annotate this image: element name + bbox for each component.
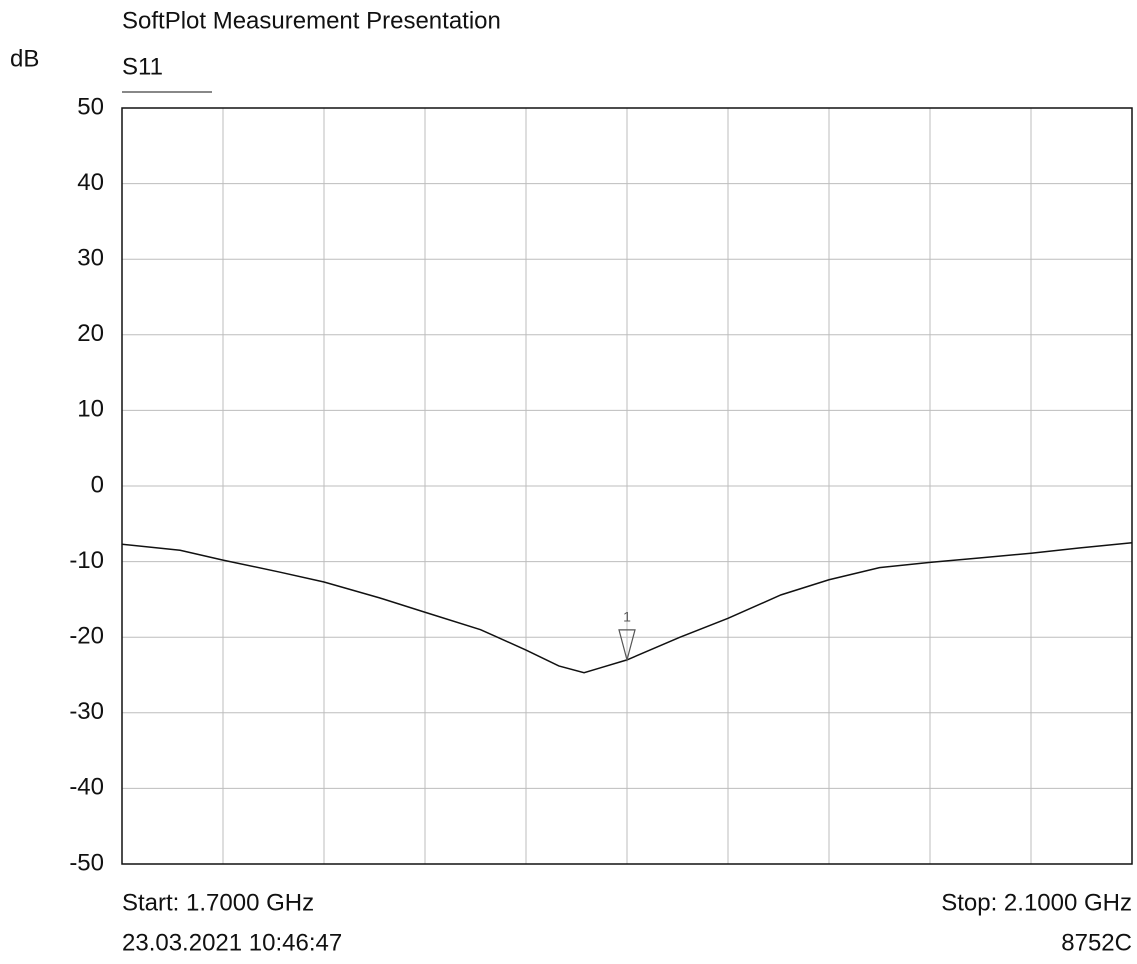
trace-line: [121, 541, 1133, 674]
y-tick-label: -20: [69, 623, 104, 650]
y-tick-label: -50: [69, 849, 104, 876]
marker-label: 1: [623, 609, 631, 625]
marker: [618, 629, 636, 663]
chart-title: SoftPlot Measurement Presentation: [122, 7, 501, 34]
y-tick-label: 0: [91, 471, 104, 498]
plot-frame: [121, 107, 1133, 865]
trace-label: S11: [122, 53, 163, 80]
instrument: 8752C: [1061, 929, 1132, 956]
start-label: Start: 1.7000 GHz: [122, 889, 314, 916]
y-tick-label: -40: [69, 774, 104, 801]
y-tick-label: 30: [77, 245, 104, 272]
y-tick-label: 50: [77, 93, 104, 120]
y-axis-label: dB: [10, 45, 39, 72]
y-tick-label: -10: [69, 547, 104, 574]
timestamp: 23.03.2021 10:46:47: [122, 929, 342, 956]
y-tick-label: -30: [69, 698, 104, 725]
y-tick-label: 10: [77, 396, 104, 423]
y-tick-label: 40: [77, 169, 104, 196]
y-tick-label: 20: [77, 320, 104, 347]
stop-label: Stop: 2.1000 GHz: [941, 889, 1132, 916]
